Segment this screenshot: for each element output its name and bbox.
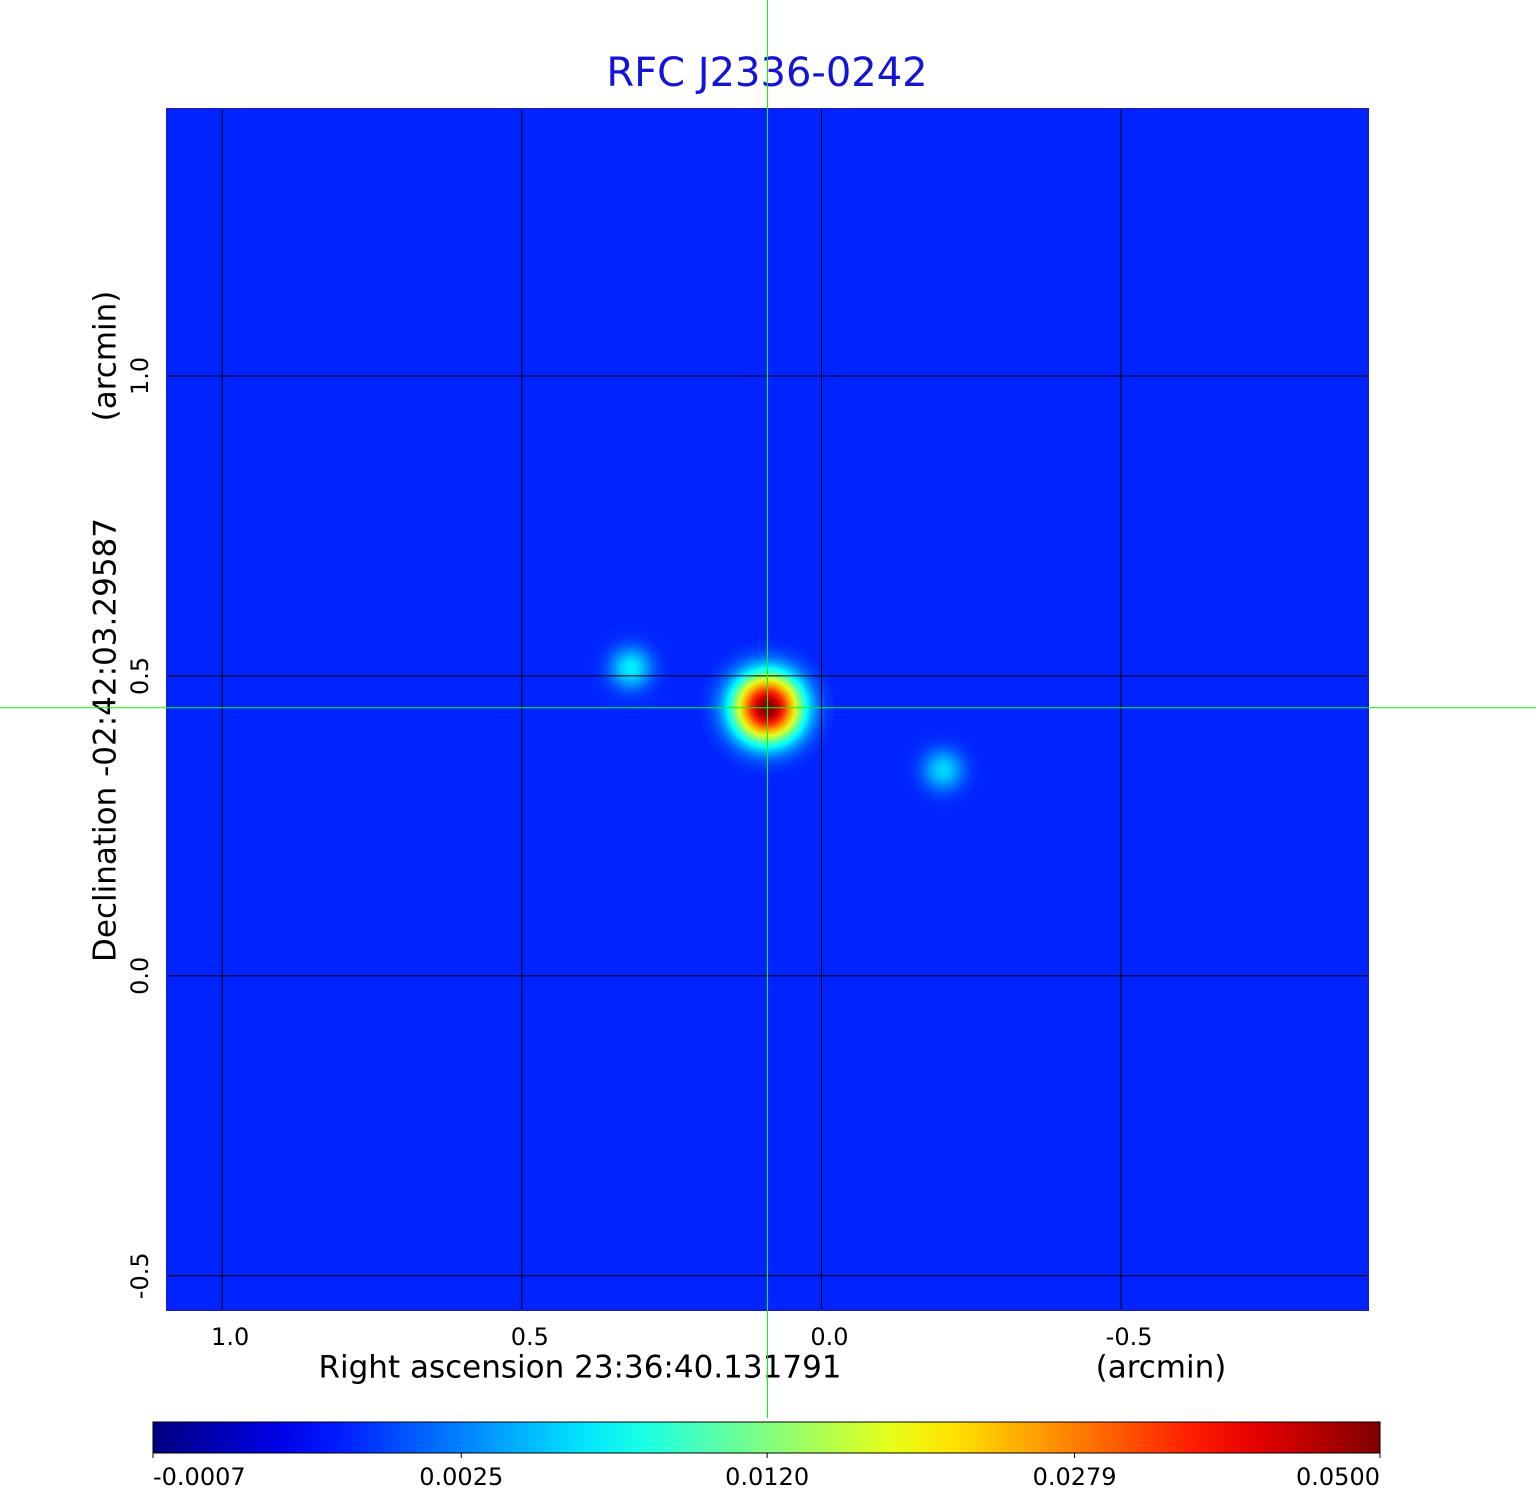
x-tick-label: 0.5 <box>511 1323 549 1351</box>
colorbar-tick-label: 0.0120 <box>725 1463 809 1491</box>
y-tick-label: 0.0 <box>126 957 154 995</box>
y-axis-label: Declination -02:42:03.29587 <box>88 518 124 962</box>
colorbar-tick-label: 0.0025 <box>419 1463 503 1491</box>
colorbar-tick-label: 0.0279 <box>1033 1463 1117 1491</box>
x-tick-label: 0.0 <box>810 1323 848 1351</box>
source <box>898 725 989 816</box>
x-axis-label: Right ascension 23:36:40.131791 <box>318 1350 841 1386</box>
y-axis-unit: (arcmin) <box>88 291 124 422</box>
colorbar-tick-label: -0.0007 <box>153 1463 246 1491</box>
x-tick-label: -0.5 <box>1106 1323 1153 1351</box>
colorbar <box>152 1421 1381 1454</box>
colorbar-tick-label: 0.0500 <box>1296 1463 1380 1491</box>
x-tick-label: 1.0 <box>211 1323 249 1351</box>
y-tick-label: -0.5 <box>126 1252 154 1299</box>
y-tick-label: 1.0 <box>126 357 154 395</box>
source <box>585 623 676 714</box>
x-axis-unit: (arcmin) <box>1096 1350 1227 1386</box>
y-tick-label: 0.5 <box>126 657 154 695</box>
